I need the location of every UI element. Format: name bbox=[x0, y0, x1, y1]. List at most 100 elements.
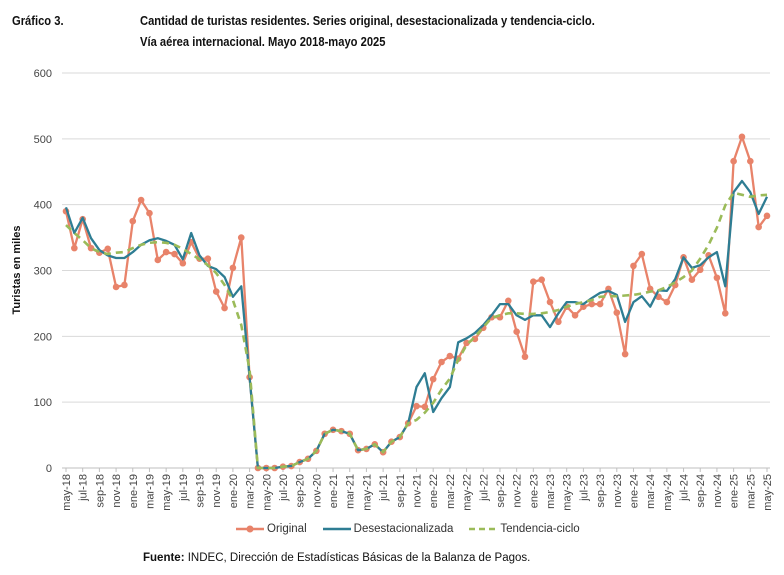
original-point bbox=[471, 335, 479, 343]
x-tick-label: sep-21 bbox=[395, 474, 407, 508]
original-point bbox=[613, 309, 621, 316]
original-point bbox=[630, 262, 637, 270]
y-tick-label: 400 bbox=[34, 200, 52, 212]
x-tick-label: may-25 bbox=[762, 474, 774, 511]
legend-item-tendencia: Tendencia-ciclo bbox=[469, 523, 580, 535]
x-tick-label: nov-24 bbox=[712, 474, 724, 508]
x-axis: may-18 jul-18 sep-18 nov-18 ene-19 mar-19 may-… bbox=[61, 467, 774, 511]
original-point bbox=[204, 255, 212, 262]
x-tick-label: sep-19 bbox=[195, 474, 207, 508]
original-point bbox=[738, 133, 746, 141]
x-tick-label: jul-18 bbox=[78, 474, 90, 502]
x-tick-label: may-23 bbox=[562, 474, 574, 511]
x-tick-label: nov-18 bbox=[111, 474, 123, 508]
original-point bbox=[521, 353, 529, 361]
x-tick-label: may-22 bbox=[462, 474, 474, 511]
x-tick-label: sep-22 bbox=[495, 474, 507, 508]
y-tick-label: 500 bbox=[34, 134, 52, 146]
desestacionalizada-series-line bbox=[64, 179, 769, 470]
original-point bbox=[71, 244, 78, 252]
x-tick-label: may-20 bbox=[261, 474, 273, 511]
x-tick-label: ene-24 bbox=[628, 474, 640, 508]
original-point bbox=[438, 358, 445, 366]
x-tick-label: may-19 bbox=[161, 474, 173, 511]
x-tick-label: nov-19 bbox=[211, 474, 223, 508]
x-tick-label: sep-23 bbox=[595, 474, 607, 508]
gridlines bbox=[62, 72, 770, 403]
x-tick-label: may-18 bbox=[61, 474, 73, 511]
original-point bbox=[571, 311, 579, 319]
desestacionalizada-series bbox=[64, 179, 769, 470]
x-tick-label: jul-23 bbox=[578, 474, 590, 502]
x-tick-label: jul-24 bbox=[679, 474, 691, 502]
chart-title-line1: Cantidad de turistas residentes. Series … bbox=[140, 13, 595, 28]
original-point bbox=[121, 281, 128, 289]
tendencia-ciclo-series bbox=[65, 191, 768, 470]
original-point bbox=[413, 402, 420, 410]
x-tick-label: ene-25 bbox=[729, 474, 741, 508]
original-point bbox=[104, 245, 112, 253]
tendencia-dashed-line-icon bbox=[469, 527, 498, 531]
legend-item-original: Original bbox=[236, 523, 307, 535]
y-tick-label: 200 bbox=[34, 331, 52, 343]
source-prefix: Fuente: bbox=[143, 552, 185, 564]
y-tick-label: 100 bbox=[34, 397, 52, 409]
legend-label-original: Original bbox=[267, 523, 307, 535]
x-tick-label: ene-22 bbox=[428, 474, 440, 508]
original-point bbox=[129, 217, 137, 225]
x-tick-label: sep-20 bbox=[295, 474, 307, 508]
x-tick-label: jul-21 bbox=[378, 474, 390, 502]
x-tick-label: may-24 bbox=[662, 474, 674, 511]
x-tick-label: ene-19 bbox=[128, 474, 140, 508]
original-point bbox=[663, 298, 671, 306]
original-point bbox=[696, 266, 704, 274]
legend-label-desestacionalizada: Desestacionalizada bbox=[353, 523, 454, 535]
original-point bbox=[237, 234, 245, 241]
original-point bbox=[555, 318, 562, 326]
original-point bbox=[730, 157, 737, 165]
original-point bbox=[112, 283, 120, 291]
x-tick-label: mar-21 bbox=[345, 474, 357, 509]
original-point bbox=[162, 248, 170, 256]
original-point bbox=[721, 309, 729, 317]
original-point bbox=[154, 256, 162, 264]
original-point bbox=[421, 403, 429, 411]
chart-label: Gráfico 3. bbox=[12, 13, 64, 28]
line-chart: 0 100 200 300 400 500 600 Turistas en miles ma… bbox=[11, 68, 774, 511]
x-tick-label: mar-20 bbox=[245, 474, 257, 509]
x-tick-label: nov-22 bbox=[512, 474, 524, 508]
y-tick-label: 300 bbox=[34, 266, 52, 278]
x-tick-label: ene-21 bbox=[328, 474, 340, 508]
original-point bbox=[538, 276, 545, 284]
original-point bbox=[763, 212, 771, 220]
original-line-icon bbox=[236, 525, 264, 533]
original-point bbox=[504, 297, 512, 305]
original-point bbox=[137, 196, 145, 204]
x-tick-label: sep-24 bbox=[695, 474, 707, 508]
x-tick-label: nov-21 bbox=[412, 474, 424, 508]
x-tick-label: nov-23 bbox=[612, 474, 624, 508]
legend-item-desestacionalizada: Desestacionalizada bbox=[322, 523, 454, 535]
original-point bbox=[212, 288, 220, 295]
original-point bbox=[229, 264, 237, 272]
x-tick-label: may-21 bbox=[361, 474, 373, 511]
original-point bbox=[530, 278, 537, 285]
original-point bbox=[146, 209, 153, 217]
original-point bbox=[713, 274, 721, 282]
x-tick-label: jul-19 bbox=[178, 474, 190, 502]
legend-label-tendencia: Tendencia-ciclo bbox=[500, 523, 580, 535]
y-tick-label: 0 bbox=[46, 463, 52, 475]
x-tick-label: mar-19 bbox=[144, 474, 156, 509]
original-point bbox=[621, 350, 629, 358]
source-text: INDEC, Dirección de Estadísticas Básicas… bbox=[184, 552, 531, 564]
y-tick-label: 600 bbox=[34, 68, 52, 80]
series-group bbox=[62, 133, 771, 472]
x-tick-label: mar-22 bbox=[445, 474, 457, 509]
x-tick-label: mar-24 bbox=[645, 474, 657, 509]
original-point bbox=[588, 300, 596, 308]
desestacionalizada-line-icon bbox=[322, 527, 351, 531]
y-axis-ticks: 0 100 200 300 400 500 600 bbox=[34, 68, 52, 475]
original-point bbox=[463, 339, 470, 347]
original-point bbox=[596, 300, 604, 308]
original-point bbox=[446, 352, 454, 360]
